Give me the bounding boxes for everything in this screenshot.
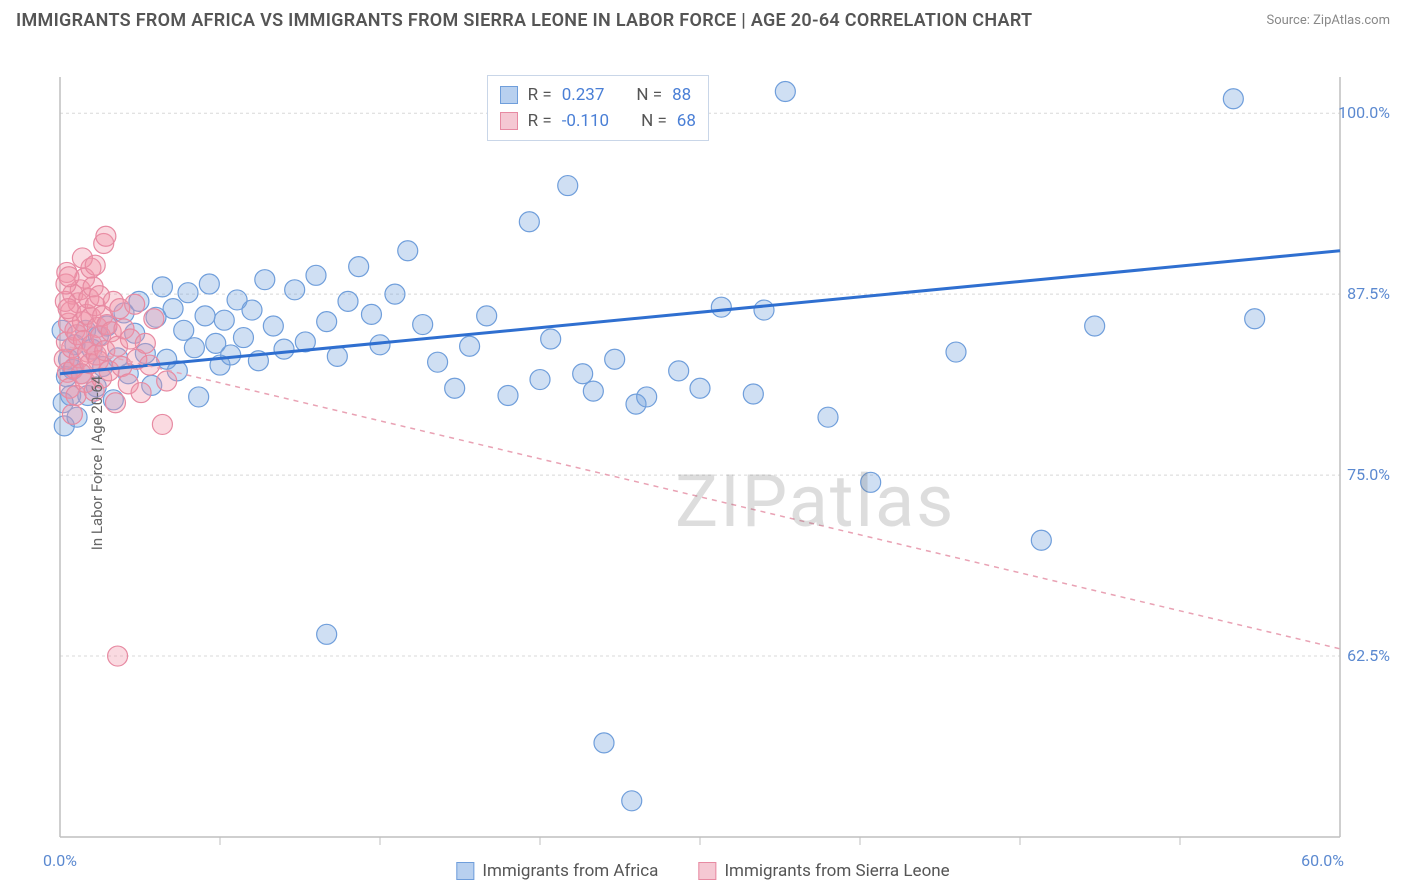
legend-swatch-sierra-leone — [500, 112, 518, 130]
stats-legend: R = 0.237 N = 88 R = -0.110 N = 68 — [487, 75, 709, 141]
axis-tick-label: 75.0% — [1347, 465, 1390, 484]
n-value-sierra-leone: 68 — [677, 111, 696, 131]
legend-label-sierra-leone: Immigrants from Sierra Leone — [724, 861, 949, 881]
r-value-sierra-leone: -0.110 — [562, 111, 609, 131]
y-axis-label: In Labor Force | Age 20-64 — [88, 376, 106, 550]
legend-label-africa: Immigrants from Africa — [482, 861, 658, 881]
axis-tick-label: 60.0% — [1301, 851, 1344, 870]
chart-area: ZIPatlas In Labor Force | Age 20-64 R = … — [0, 37, 1406, 889]
scatter-plot-svg — [0, 37, 1406, 857]
legend-swatch-africa — [500, 86, 518, 104]
chart-title: IMMIGRANTS FROM AFRICA VS IMMIGRANTS FRO… — [16, 10, 1032, 31]
axis-tick-label: 0.0% — [43, 851, 77, 870]
legend-swatch-africa — [456, 862, 474, 880]
n-label: N = — [641, 111, 667, 131]
r-label: R = — [528, 111, 552, 131]
axis-tick-label: 87.5% — [1347, 284, 1390, 303]
source-label: Source: ZipAtlas.com — [1266, 13, 1390, 28]
axis-tick-label: 62.5% — [1347, 646, 1390, 665]
axis-tick-label: 100.0% — [1338, 103, 1390, 122]
n-value-africa: 88 — [672, 85, 691, 105]
r-label: R = — [528, 85, 552, 105]
series-legend: Immigrants from Africa Immigrants from S… — [456, 861, 949, 881]
n-label: N = — [636, 85, 662, 105]
r-value-africa: 0.237 — [562, 85, 605, 105]
legend-swatch-sierra-leone — [698, 862, 716, 880]
